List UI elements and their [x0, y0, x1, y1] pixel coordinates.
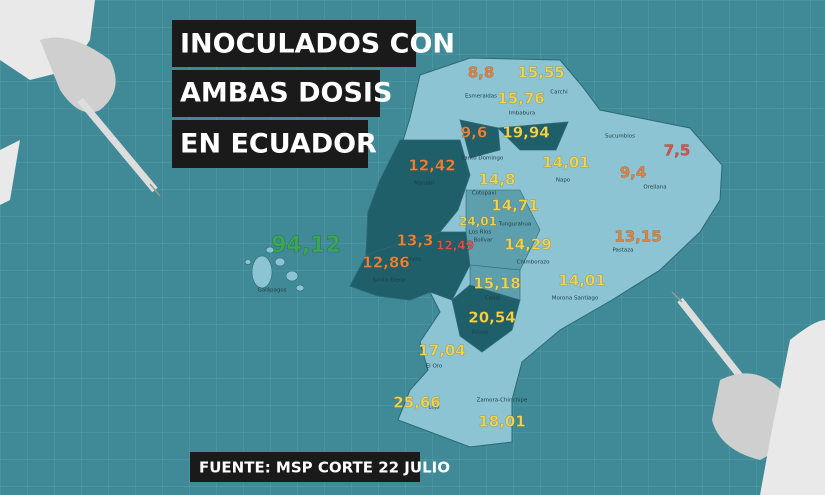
province-value: 9,4 — [620, 164, 647, 182]
province-name: Manabí — [414, 180, 434, 187]
source-box — [190, 452, 420, 482]
province-value: 8,8 — [468, 64, 495, 82]
title-line: EN ECUADOR — [180, 129, 377, 160]
title-line: AMBAS DOSIS — [180, 78, 392, 109]
province-name: El Oro — [426, 364, 443, 370]
province-name: Sucumbios — [605, 134, 635, 140]
province-value: 9,6 — [461, 124, 488, 142]
province-name: Santo Domingo — [461, 156, 504, 162]
dark-provinces — [349, 119, 569, 353]
province-name: Orellana — [643, 185, 666, 191]
right-glove — [671, 291, 825, 495]
province-name: Los Ríos — [469, 229, 492, 236]
province-value: 24,01 — [459, 215, 497, 229]
province-value: 25,66 — [393, 394, 440, 412]
title: INOCULADOS CON AMBAS DOSIS EN ECUADOR — [172, 20, 455, 168]
province-name: Cañar — [485, 296, 502, 302]
mid-provinces — [465, 189, 541, 301]
province-name: Imbabura — [509, 111, 535, 117]
province-value: 14,29 — [504, 236, 551, 254]
province-name: Bolívar — [473, 237, 493, 244]
province-name: Zamora-Chinchipe — [477, 398, 528, 404]
province-name: Esmeraldas — [465, 94, 497, 100]
province-name: Azuay — [472, 330, 490, 336]
province-value: 15,18 — [473, 275, 520, 293]
province-value: 14,71 — [491, 197, 538, 215]
province-value: 14,8 — [478, 171, 515, 189]
province-name: Pastaza — [612, 248, 633, 254]
province-value: 14,01 — [542, 154, 589, 172]
province-value: 12,49 — [436, 239, 474, 253]
province-name: Santa Elena — [373, 278, 406, 284]
province-value: 17,04 — [418, 342, 465, 360]
galapagos-islands — [244, 246, 305, 292]
source: FUENTE: MSP CORTE 22 JULIO — [199, 459, 450, 477]
province-name: Cotopaxi — [472, 191, 497, 197]
province-value: 7,5 — [664, 142, 691, 160]
province-name: Loja — [428, 405, 439, 411]
province-name: Napo — [556, 178, 571, 184]
left-glove — [0, 0, 161, 205]
province-value: 15,55 — [517, 64, 564, 82]
province-value: 12,86 — [362, 254, 409, 272]
province-value: 94,12 — [271, 233, 341, 258]
title-box — [172, 20, 416, 67]
province-name: Tungurahua — [498, 222, 531, 228]
title-box — [172, 120, 368, 168]
province-value: 12,42 — [408, 157, 455, 175]
province-value: 19,94 — [502, 124, 549, 142]
title-line: INOCULADOS CON — [180, 29, 455, 60]
province-name: Chimborazo — [517, 260, 551, 266]
province-value: 18,01 — [478, 413, 525, 431]
province-name: Guayas — [401, 257, 422, 263]
province-name: Galápagos — [257, 287, 286, 294]
province-name: Carchi — [550, 90, 568, 96]
province-value: 15,76 — [497, 90, 544, 108]
province-value: 14,01 — [558, 272, 605, 290]
province-name: Morona Santiago — [552, 296, 599, 302]
province-value: 20,54 — [468, 309, 515, 327]
province-value: 13,15 — [614, 228, 661, 246]
title-box — [172, 70, 380, 117]
province-value: 13,3 — [396, 232, 433, 250]
